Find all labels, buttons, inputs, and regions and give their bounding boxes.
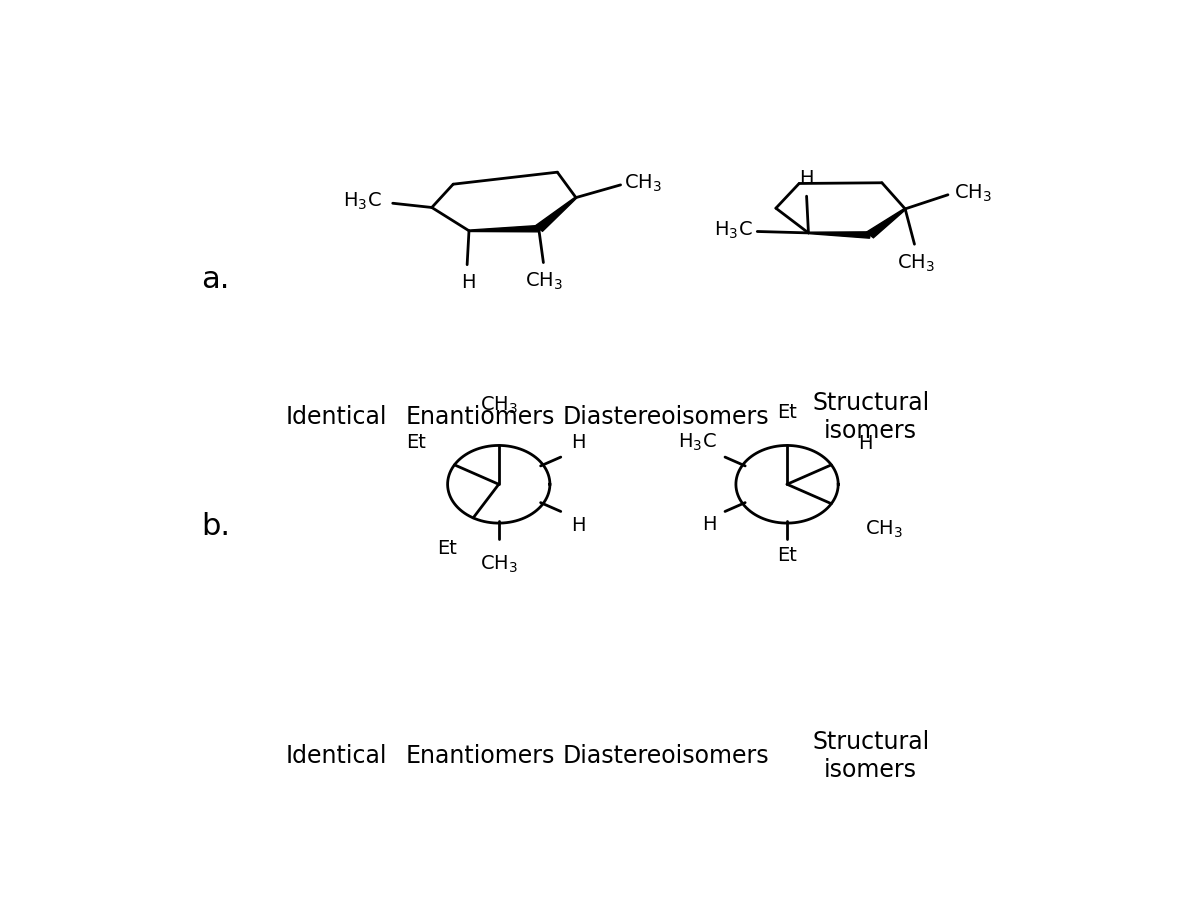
Text: H: H bbox=[571, 434, 586, 452]
Text: $\mathrm{CH_3}$: $\mathrm{CH_3}$ bbox=[624, 172, 662, 194]
Text: H: H bbox=[858, 435, 872, 453]
Text: Structural
isomers: Structural isomers bbox=[812, 392, 929, 443]
Text: $\mathrm{CH_3}$: $\mathrm{CH_3}$ bbox=[480, 394, 517, 415]
Polygon shape bbox=[469, 226, 539, 232]
Text: H: H bbox=[702, 515, 716, 535]
Text: $\mathrm{H_3C}$: $\mathrm{H_3C}$ bbox=[343, 191, 382, 213]
Text: Structural
isomers: Structural isomers bbox=[812, 730, 929, 782]
Text: Enantiomers: Enantiomers bbox=[406, 405, 554, 429]
Text: $\mathrm{CH_3}$: $\mathrm{CH_3}$ bbox=[526, 271, 563, 293]
Text: Diastereoisomers: Diastereoisomers bbox=[563, 405, 769, 429]
Text: Diastereoisomers: Diastereoisomers bbox=[563, 744, 769, 768]
Text: H: H bbox=[799, 169, 814, 188]
Text: $\mathrm{H_3C}$: $\mathrm{H_3C}$ bbox=[678, 432, 716, 453]
Text: $\mathrm{CH_3}$: $\mathrm{CH_3}$ bbox=[898, 253, 935, 274]
Text: b.: b. bbox=[202, 512, 230, 541]
Text: Et: Et bbox=[778, 547, 797, 566]
Text: $\mathrm{CH_3}$: $\mathrm{CH_3}$ bbox=[865, 518, 904, 540]
Text: H: H bbox=[461, 273, 475, 293]
Text: $\mathrm{CH_3}$: $\mathrm{CH_3}$ bbox=[954, 182, 991, 204]
Polygon shape bbox=[809, 232, 870, 238]
Polygon shape bbox=[866, 208, 906, 238]
Text: Et: Et bbox=[407, 434, 426, 452]
Text: a.: a. bbox=[202, 265, 229, 294]
Text: $\mathrm{H_3C}$: $\mathrm{H_3C}$ bbox=[714, 220, 752, 241]
Text: Et: Et bbox=[778, 403, 797, 422]
Polygon shape bbox=[535, 197, 577, 231]
Text: Identical: Identical bbox=[286, 744, 386, 768]
Text: Identical: Identical bbox=[286, 405, 386, 429]
Text: Et: Et bbox=[437, 539, 457, 558]
Text: H: H bbox=[571, 516, 586, 535]
Text: Enantiomers: Enantiomers bbox=[406, 744, 554, 768]
Text: $\mathrm{CH_3}$: $\mathrm{CH_3}$ bbox=[480, 554, 517, 576]
